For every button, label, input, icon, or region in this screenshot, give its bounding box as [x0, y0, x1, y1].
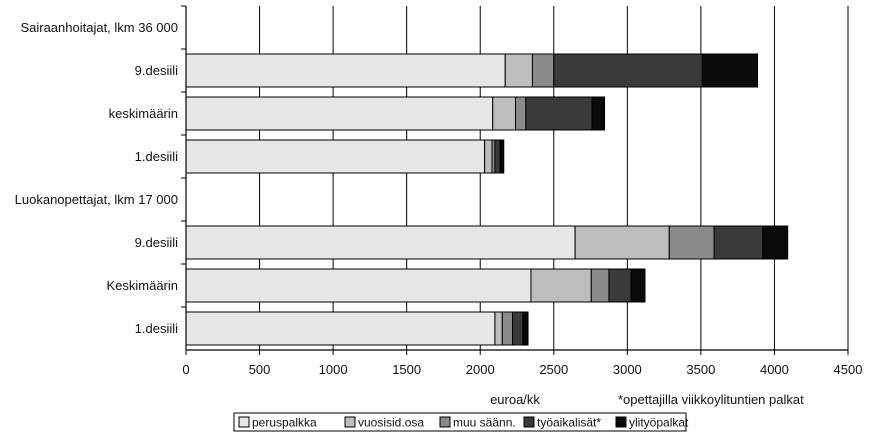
category-label: 9.desiili [135, 63, 178, 78]
category-label: Luokanopettajat, lkm 17 000 [15, 192, 178, 207]
bar-segment [630, 268, 646, 303]
bar-segment [492, 96, 517, 131]
bar-segment [185, 311, 496, 346]
bar-segment [608, 268, 632, 303]
bar-segment [185, 96, 494, 131]
bar-segment [494, 311, 503, 346]
category-labels: Sairaanhoitajat, lkm 36 000 9.desiili kesk… [15, 20, 178, 336]
category-label: Keskimäärin [106, 278, 178, 293]
bar-segment [525, 96, 593, 131]
legend: peruspalkka vuosisid.osa muu säänn. työaika… [233, 412, 689, 432]
bar-segment [762, 225, 789, 260]
x-tick-label: 4000 [760, 362, 789, 377]
legend-swatch [238, 416, 250, 428]
bar-segment [185, 53, 506, 88]
x-tick-label: 2500 [539, 362, 568, 377]
bar-segment [531, 53, 555, 88]
bar-segment [590, 268, 610, 303]
x-tick-label: 1500 [392, 362, 421, 377]
bar-segment [530, 268, 592, 303]
legend-label: vuosisid.osa [358, 416, 424, 430]
bar-segment [494, 139, 501, 174]
footnote: *opettajilla viikkoylituntien palkat [618, 392, 804, 407]
legend-label: työaikalisät* [537, 416, 601, 430]
legend-swatch [344, 416, 356, 428]
bar-segment [701, 53, 759, 88]
category-label: Sairaanhoitajat, lkm 36 000 [20, 20, 178, 35]
x-tick-label: 0 [182, 362, 189, 377]
x-tick-label: 3000 [613, 362, 642, 377]
bar-segment [484, 139, 493, 174]
bar-segment [499, 139, 505, 174]
category-label: 1.desiili [135, 149, 178, 164]
x-tick-label: 2000 [466, 362, 495, 377]
legend-swatch [615, 416, 627, 428]
x-tick-label: 500 [249, 362, 271, 377]
legend-label: muu säänn. [453, 416, 516, 430]
legend-swatch [439, 416, 451, 428]
x-tick-label: 3500 [686, 362, 715, 377]
axes [181, 5, 849, 355]
bar-segment [713, 225, 764, 260]
bar-segment [522, 311, 529, 346]
x-tick-labels: 0 500 1000 1500 2000 2500 3000 3500 4000 4500 [182, 362, 862, 377]
x-tick-label: 4500 [834, 362, 863, 377]
bar-segment [501, 311, 514, 346]
legend-swatch [523, 416, 535, 428]
x-tick-label: 1000 [319, 362, 348, 377]
bars [185, 53, 789, 346]
category-label: keskimäärin [109, 106, 178, 121]
bar-segment [515, 96, 527, 131]
bar-segment [512, 311, 524, 346]
bar-segment [574, 225, 670, 260]
bar-segment [185, 225, 576, 260]
legend-label: peruspalkka [252, 416, 317, 430]
bar-segment [591, 96, 606, 131]
category-label: 9.desiili [135, 235, 178, 250]
bar-segment [185, 139, 486, 174]
bar-segment [553, 53, 703, 88]
bar-segment [668, 225, 715, 260]
x-axis-title: euroa/kk [490, 392, 540, 407]
category-label: 1.desiili [135, 321, 178, 336]
legend-label: ylityöpalkat [629, 416, 689, 430]
bar-segment [504, 53, 533, 88]
bar-segment [185, 268, 532, 303]
